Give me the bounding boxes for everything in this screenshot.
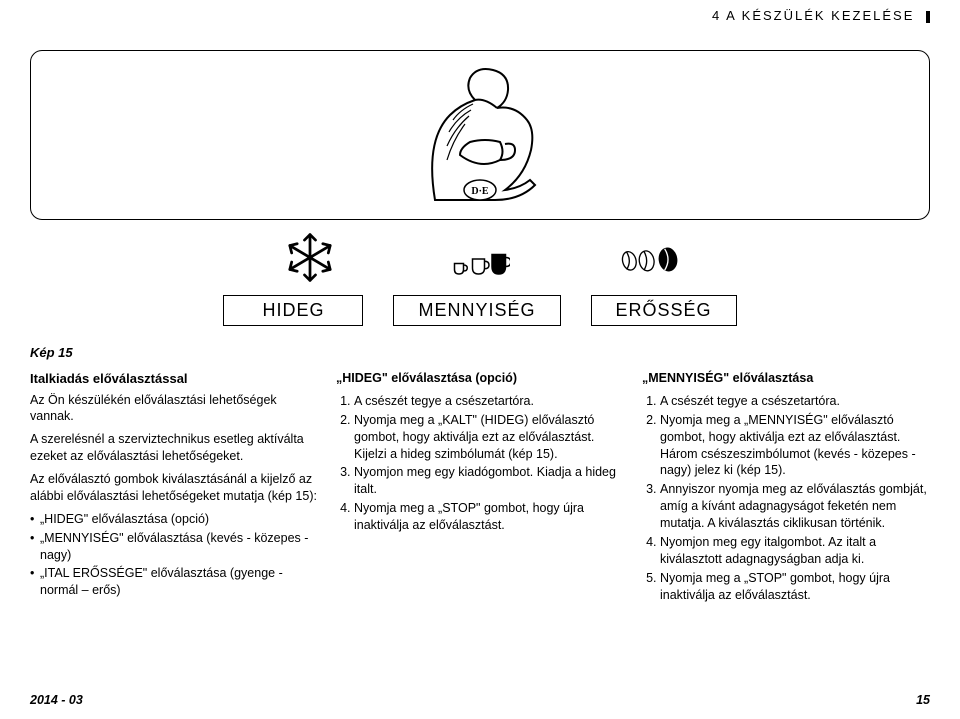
- column-2: „HIDEG" előválasztása (opció) A csészét …: [336, 370, 624, 605]
- figure-caption: Kép 15: [30, 345, 73, 360]
- label-row: HIDEG MENNYISÉG ERŐSSÉG: [30, 295, 930, 326]
- brand-logo-icon: D·E: [405, 60, 555, 210]
- col3-step: A csészét tegye a csészetartóra.: [660, 393, 930, 410]
- column-3: „MENNYISÉG" előválasztása A csészét tegy…: [642, 370, 930, 605]
- col3-step: Annyiszor nyomja meg az előválasztás gom…: [660, 481, 930, 532]
- illustration-inner: D·E: [31, 60, 929, 210]
- col2-step: Nyomjon meg egy kiadógombot. Kiadja a hi…: [354, 464, 624, 498]
- footer-date: 2014 - 03: [30, 693, 83, 707]
- page-header: 4 A KÉSZÜLÉK KEZELÉSE: [712, 8, 930, 23]
- column-1: Italkiadás előválasztással Az Ön készülé…: [30, 370, 318, 605]
- col3-step: Nyomja meg a „MENNYISÉG" előválasztó gom…: [660, 412, 930, 480]
- snowflake-icon: [280, 230, 340, 290]
- label-erosseg: ERŐSSÉG: [591, 295, 737, 326]
- col2-step: Nyomja meg a „KALT" (HIDEG) előválasztó …: [354, 412, 624, 463]
- icon-row: [30, 230, 930, 290]
- col3-step: Nyomja meg a „STOP" gombot, hogy újra in…: [660, 570, 930, 604]
- beans-icon: [620, 230, 680, 290]
- text-columns: Italkiadás előválasztással Az Ön készülé…: [30, 370, 930, 605]
- section-number: 4: [712, 8, 721, 23]
- col1-p2: A szerelésnél a szerviztechnikus esetleg…: [30, 431, 318, 465]
- col3-step: Nyomjon meg egy italgombot. Az italt a k…: [660, 534, 930, 568]
- col1-options: „HIDEG" előválasztása (opció) „MENNYISÉG…: [30, 511, 318, 599]
- footer-page: 15: [916, 693, 930, 707]
- cups-icon: [450, 230, 510, 290]
- col1-title: Italkiadás előválasztással: [30, 370, 318, 388]
- col2-step: Nyomja meg a „STOP" gombot, hogy újra in…: [354, 500, 624, 534]
- col1-p1: Az Ön készülékén előválasztási lehetőség…: [30, 392, 318, 426]
- col1-opt: „MENNYISÉG" előválasztása (kevés - közep…: [30, 530, 318, 564]
- col2-steps: A csészét tegye a csészetartóra. Nyomja …: [336, 393, 624, 534]
- col2-step: A csészét tegye a csészetartóra.: [354, 393, 624, 410]
- col1-p3: Az előválasztó gombok kiválasztásánál a …: [30, 471, 318, 505]
- label-hideg: HIDEG: [223, 295, 363, 326]
- col1-opt: „HIDEG" előválasztása (opció): [30, 511, 318, 528]
- label-mennyiseg: MENNYISÉG: [393, 295, 560, 326]
- col3-heading: „MENNYISÉG" előválasztása: [642, 370, 930, 387]
- col2-heading: „HIDEG" előválasztása (opció): [336, 370, 624, 387]
- illustration-panel: D·E: [30, 50, 930, 220]
- col3-steps: A csészét tegye a csészetartóra. Nyomja …: [642, 393, 930, 604]
- svg-text:D·E: D·E: [471, 186, 489, 197]
- header-bar-icon: [926, 11, 930, 23]
- page-footer: 2014 - 03 15: [30, 693, 930, 707]
- col1-opt: „ITAL ERŐSSÉGE" előválasztása (gyenge - …: [30, 565, 318, 599]
- section-title: A KÉSZÜLÉK KEZELÉSE: [726, 8, 914, 23]
